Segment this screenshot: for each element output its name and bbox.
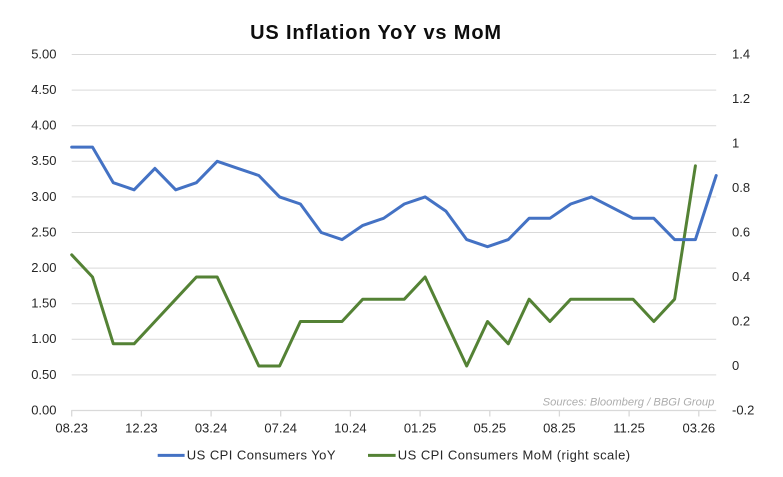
svg-text:0.2: 0.2	[732, 313, 750, 328]
svg-text:10.24: 10.24	[334, 420, 367, 435]
svg-text:0.50: 0.50	[31, 367, 56, 382]
svg-text:4.00: 4.00	[31, 118, 56, 133]
svg-text:3.00: 3.00	[31, 189, 56, 204]
svg-text:0.6: 0.6	[732, 224, 750, 239]
svg-text:5.00: 5.00	[31, 46, 56, 61]
svg-text:0.00: 0.00	[31, 402, 56, 417]
svg-text:0.4: 0.4	[732, 269, 750, 284]
svg-text:-0.2: -0.2	[732, 402, 754, 417]
svg-text:03.26: 03.26	[683, 420, 716, 435]
svg-text:1.50: 1.50	[31, 296, 56, 311]
svg-text:08.23: 08.23	[55, 420, 88, 435]
svg-text:US Inflation YoY vs MoM: US Inflation YoY vs MoM	[250, 22, 502, 44]
svg-text:12.23: 12.23	[125, 420, 158, 435]
svg-text:0.8: 0.8	[732, 180, 750, 195]
svg-text:0: 0	[732, 358, 739, 373]
svg-text:1.2: 1.2	[732, 91, 750, 106]
svg-text:3.50: 3.50	[31, 153, 56, 168]
svg-text:US CPI Consumers YoY: US CPI Consumers YoY	[187, 448, 336, 463]
svg-text:1.4: 1.4	[732, 46, 750, 61]
svg-text:11.25: 11.25	[613, 420, 645, 435]
svg-text:1: 1	[732, 135, 739, 150]
svg-text:Sources: Bloomberg / BBGI Grou: Sources: Bloomberg / BBGI Group	[543, 396, 715, 408]
svg-text:2.50: 2.50	[31, 224, 56, 239]
svg-text:US CPI Consumers MoM (right sc: US CPI Consumers MoM (right scale)	[398, 448, 631, 463]
svg-text:1.00: 1.00	[31, 331, 56, 346]
svg-text:01.25: 01.25	[404, 420, 437, 435]
svg-text:07.24: 07.24	[264, 420, 297, 435]
svg-text:05.25: 05.25	[474, 420, 507, 435]
svg-text:03.24: 03.24	[195, 420, 228, 435]
svg-text:2.00: 2.00	[31, 260, 56, 275]
svg-text:4.50: 4.50	[31, 82, 56, 97]
svg-text:08.25: 08.25	[543, 420, 576, 435]
